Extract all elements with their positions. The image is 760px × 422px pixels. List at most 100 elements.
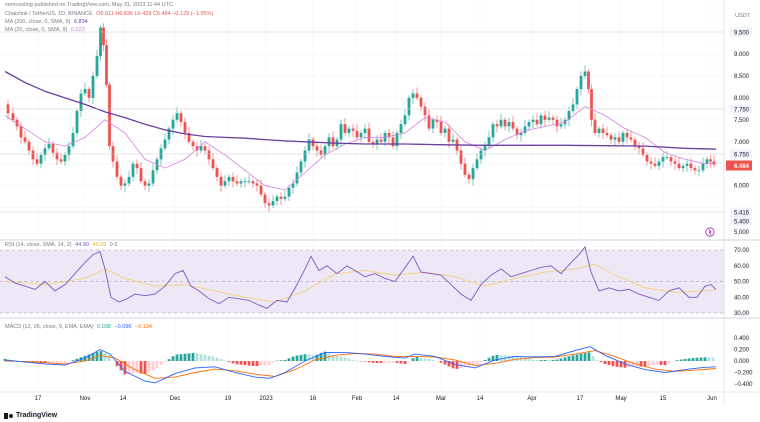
macd-histogram-bar	[39, 361, 43, 363]
candle-body	[235, 181, 239, 184]
ma20-line[interactable]	[4, 106, 717, 191]
candle-body	[363, 128, 367, 133]
macd-histogram-bar	[179, 354, 183, 361]
candle-body	[31, 150, 35, 160]
rsi-legend[interactable]: RSI (14, close, SMA, 14, 2) 44.90 45.09 …	[5, 242, 117, 248]
price-tick-label: 5.000	[734, 230, 750, 236]
ma200-label[interactable]: MA (200, close, 0, SMA, 9)	[5, 19, 71, 25]
rsi-tick-label: 50.00	[734, 280, 750, 286]
candle-body	[419, 97, 423, 107]
time-tick-label: 2023	[259, 396, 273, 402]
time-axis[interactable]: 17 Nov 14 Dec 19 2023 16 Feb 14 Mar 14 Apr 17 May 15 Ju…	[35, 396, 717, 402]
candle-body	[199, 146, 203, 151]
macd-histogram-bar	[251, 361, 255, 366]
macd-histogram-bar	[71, 360, 75, 361]
tradingview-brand[interactable]: TradingView	[4, 412, 57, 419]
macd-histogram-bar	[63, 361, 67, 364]
price-tick-label: 9.000	[734, 52, 750, 58]
rsi-line[interactable]	[4, 245, 717, 309]
macd-histogram-bar	[667, 361, 671, 364]
macd-line[interactable]	[4, 346, 717, 384]
rsi-ma-line[interactable]	[4, 263, 717, 303]
macd-histogram-bar	[579, 353, 583, 361]
macd-histogram-bar	[215, 357, 219, 361]
candle-body	[311, 139, 315, 147]
time-tick-label: 19	[225, 396, 232, 402]
macd-histogram-bar	[199, 353, 203, 361]
candle-body	[555, 119, 559, 127]
time-tick-label: Feb	[352, 396, 363, 402]
candle-body	[491, 124, 495, 138]
macd-histogram-bar	[527, 358, 531, 361]
macd-histogram-bar	[283, 359, 287, 361]
candle-body	[637, 146, 641, 149]
ma20-legend[interactable]: MA (20, close, 0, SMA, 9) 6.523	[5, 27, 85, 33]
time-tick-label: 14	[477, 396, 484, 402]
candle-body	[243, 181, 247, 183]
macd-line-value: −0.096	[114, 324, 132, 330]
candle-body	[467, 174, 471, 180]
candle-body	[51, 143, 55, 153]
candle-body	[499, 119, 503, 127]
candle-body	[677, 163, 681, 169]
macd-histogram-bar	[247, 361, 251, 366]
candle-body	[479, 150, 483, 160]
macd-histogram-bar	[239, 361, 243, 365]
candle-body	[331, 137, 335, 147]
candle-body	[319, 150, 323, 155]
candle-body	[587, 71, 590, 90]
symbol-legend[interactable]: Chainlink / TetherUS, 1D, BINANCE O6.611…	[5, 11, 213, 17]
candle-body	[375, 139, 379, 144]
macd-histogram-bar	[195, 353, 199, 361]
ma200-line[interactable]	[4, 70, 717, 150]
candle-body	[191, 141, 195, 147]
macd-histogram-bar	[75, 358, 79, 361]
macd-histogram-bar	[571, 355, 575, 361]
macd-tick-label: −0.400	[734, 382, 753, 388]
price-label-5416: 5.416	[730, 207, 752, 217]
macd-histogram-bar	[515, 356, 519, 361]
macd-histogram-bar	[359, 361, 363, 362]
grid	[0, 0, 724, 392]
candle-body	[653, 163, 657, 166]
macd-label[interactable]: MACD (12, 26, close, 9, EMA, EMA)	[5, 324, 94, 330]
candle-body	[287, 187, 291, 197]
time-tick-label: Dec	[170, 396, 181, 402]
candle-body	[503, 119, 507, 127]
macd-histogram-bar	[575, 354, 579, 361]
macd-histogram-bar	[595, 359, 599, 361]
currency-label: USDT	[735, 13, 750, 19]
price-axis[interactable]: 9.0008.5008.0007.5007.0006.5006.0005.000…	[734, 52, 753, 388]
macd-histogram-bar	[607, 361, 611, 366]
alert-clock-icon[interactable]	[705, 227, 715, 237]
candle-body	[119, 176, 123, 186]
macd-legend[interactable]: MACD (12, 26, close, 9, EMA, EMA) 0.038 …	[5, 324, 152, 330]
macd-histogram-bar	[303, 354, 307, 361]
candle-body	[641, 148, 645, 155]
macd-histogram-bar	[687, 358, 691, 361]
candle-body	[139, 168, 143, 182]
candle-body	[183, 122, 187, 133]
rsi-label[interactable]: RSI (14, close, SMA, 14, 2)	[5, 242, 72, 248]
candle-body	[211, 159, 215, 169]
macd-histogram-bar	[679, 359, 683, 361]
candle-body	[91, 75, 95, 98]
candle-body	[27, 141, 31, 151]
price-label-5400: 5.400	[730, 216, 752, 226]
macd-histogram-bar	[143, 361, 147, 374]
macd-histogram-bar	[347, 358, 351, 361]
candle-body	[167, 128, 171, 140]
ma20-label[interactable]: MA (20, close, 0, SMA, 9)	[5, 27, 68, 33]
candle-body	[271, 201, 275, 206]
macd-histogram-bar	[271, 361, 275, 363]
macd-histogram-bar	[267, 361, 271, 366]
symbol-title[interactable]: Chainlink / TetherUS, 1D, BINANCE	[5, 11, 93, 17]
candle-body	[108, 84, 111, 147]
macd-hist-value: 0.038	[97, 324, 111, 330]
macd-histogram-bar	[255, 361, 259, 367]
ma200-legend[interactable]: MA (200, close, 0, SMA, 9) 6.834	[5, 19, 88, 25]
macd-histogram-bar	[235, 361, 239, 365]
macd-histogram-bar	[603, 361, 607, 365]
macd-histogram-bar	[627, 361, 631, 368]
